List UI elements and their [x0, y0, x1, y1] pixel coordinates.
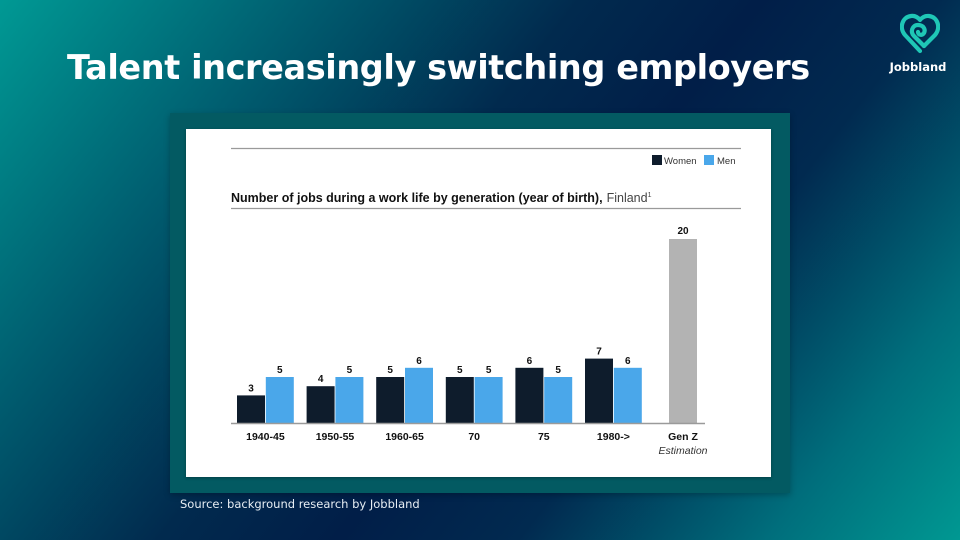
- slide-title: Talent increasingly switching employers: [67, 48, 810, 87]
- legend-label-women: Women: [664, 156, 697, 167]
- data-label-women-1940-45: 3: [248, 383, 254, 394]
- data-label-women-1960-65: 5: [387, 365, 393, 376]
- bar-men-1940-45: [265, 377, 294, 423]
- bar-chart: Women Men Number of jobs during a work l…: [231, 147, 741, 457]
- bar-women-70: [445, 377, 474, 423]
- legend-swatch-women: [652, 155, 662, 165]
- bars-group: 3 5 1940-45 4 5 1950-55 5 6 1960-65 5 5 70 6 5 75 7 6 198…: [237, 226, 708, 457]
- data-label-men-1960-65: 6: [416, 356, 422, 367]
- data-label-women-1950-55: 4: [318, 374, 324, 385]
- jobbland-logo: Jobbland: [880, 12, 960, 74]
- bar-men-1960-65: [405, 367, 433, 423]
- bar-women-1940-45: [237, 395, 265, 423]
- data-label-men-75: 5: [555, 365, 561, 376]
- data-label-men-1980->: 6: [625, 356, 631, 367]
- chart-title: Number of jobs during a work life by gen…: [231, 191, 652, 205]
- x-tick-label-70: 70: [468, 431, 480, 443]
- bar-men-1950-55: [335, 377, 364, 423]
- data-label-men-1950-55: 5: [347, 365, 353, 376]
- data-label-men-70: 5: [486, 365, 492, 376]
- chart-title-suffix: Finland: [607, 191, 648, 205]
- chart-title-footnote: 1: [648, 192, 652, 199]
- data-label-men-1940-45: 5: [277, 365, 283, 376]
- legend: Women Men: [652, 155, 735, 167]
- source-note: Source: background research by Jobbland: [180, 497, 420, 511]
- x-tick-label-1960-65: 1960-65: [385, 431, 424, 443]
- x-tick-label-gen-z: Gen Z: [668, 431, 698, 443]
- logo-text: Jobbland: [889, 60, 947, 74]
- x-tick-label-75: 75: [538, 431, 550, 443]
- x-tick-label-1950-55: 1950-55: [316, 431, 355, 443]
- bar-men-1980->: [613, 367, 642, 423]
- bar-women-1950-55: [306, 386, 335, 423]
- bar-women-1980->: [585, 358, 613, 423]
- data-label-women-75: 6: [527, 356, 533, 367]
- legend-label-men: Men: [717, 156, 735, 167]
- data-label-gen-z: 20: [677, 226, 689, 237]
- bar-gen-z-estimation: [669, 239, 697, 423]
- heart-loop-icon: [900, 13, 940, 54]
- x-tick-sublabel-estimation: Estimation: [658, 445, 707, 457]
- legend-swatch-men: [704, 155, 714, 165]
- bar-men-75: [544, 377, 573, 423]
- chart-title-main: Number of jobs during a work life by gen…: [231, 191, 603, 205]
- bar-men-70: [474, 377, 503, 423]
- data-label-women-1980->: 7: [596, 347, 602, 358]
- data-label-women-70: 5: [457, 365, 463, 376]
- x-tick-label-1940-45: 1940-45: [246, 431, 285, 443]
- x-tick-label-1980->: 1980->: [597, 431, 630, 443]
- bar-women-1960-65: [376, 377, 405, 423]
- bar-women-75: [515, 367, 544, 423]
- chart-panel: Women Men Number of jobs during a work l…: [186, 129, 771, 477]
